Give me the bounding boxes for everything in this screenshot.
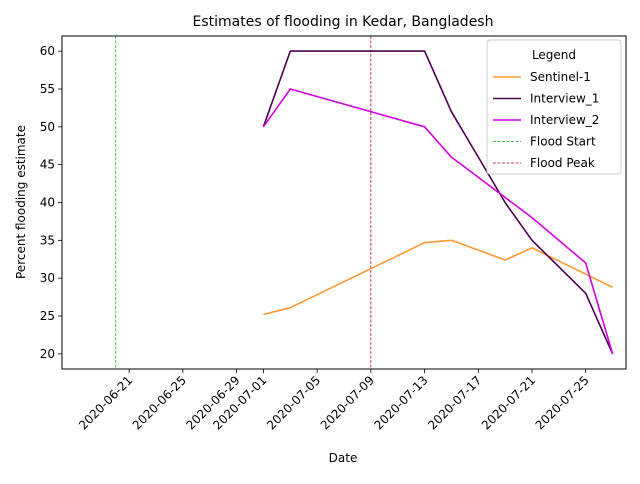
x-tick-label: 2020-07-05 xyxy=(264,373,323,432)
y-tick-label: 25 xyxy=(40,309,55,323)
legend-label-interview-1: Interview_1 xyxy=(530,92,599,106)
legend-label-flood-start: Flood Start xyxy=(530,135,596,149)
x-axis: 2020-06-212020-06-252020-06-292020-07-01… xyxy=(76,369,592,432)
x-tick-label: 2020-07-17 xyxy=(425,373,484,432)
series-line-interview-1 xyxy=(262,50,614,355)
x-tick-label: 2020-07-25 xyxy=(533,373,592,432)
series-line-interview-2 xyxy=(262,88,614,355)
legend: Legend Sentinel-1 Interview_1 Interview_2 F… xyxy=(486,39,622,175)
x-tick-label: 2020-06-25 xyxy=(130,373,189,432)
x-tick-label: 2020-07-09 xyxy=(318,373,377,432)
y-tick-label: 30 xyxy=(40,271,55,285)
y-tick-label: 40 xyxy=(40,196,55,210)
y-tick-label: 20 xyxy=(40,347,55,361)
series-line-sentinel-1 xyxy=(263,239,613,316)
x-axis-label: Date xyxy=(329,451,358,465)
chart-title: Estimates of flooding in Kedar, Banglade… xyxy=(193,14,494,30)
x-tick-label: 2020-06-21 xyxy=(76,373,135,432)
legend-box xyxy=(486,39,622,175)
y-axis: 20 25 30 35 40 45 50 55 60 xyxy=(40,44,62,361)
plot-area xyxy=(115,36,614,369)
legend-title: Legend xyxy=(532,48,576,62)
legend-label-sentinel-1: Sentinel-1 xyxy=(530,70,591,84)
y-tick-label: 50 xyxy=(40,120,55,134)
y-tick-label: 35 xyxy=(40,233,55,247)
y-tick-label: 55 xyxy=(40,82,55,96)
y-tick-label: 45 xyxy=(40,158,55,172)
y-tick-label: 60 xyxy=(40,44,55,58)
legend-label-flood-peak: Flood Peak xyxy=(530,156,595,170)
x-tick-label: 2020-07-21 xyxy=(479,373,538,432)
legend-label-interview-2: Interview_2 xyxy=(530,113,599,127)
x-tick-label: 2020-07-13 xyxy=(371,373,430,432)
y-axis-label: Percent flooding estimate xyxy=(14,125,28,279)
